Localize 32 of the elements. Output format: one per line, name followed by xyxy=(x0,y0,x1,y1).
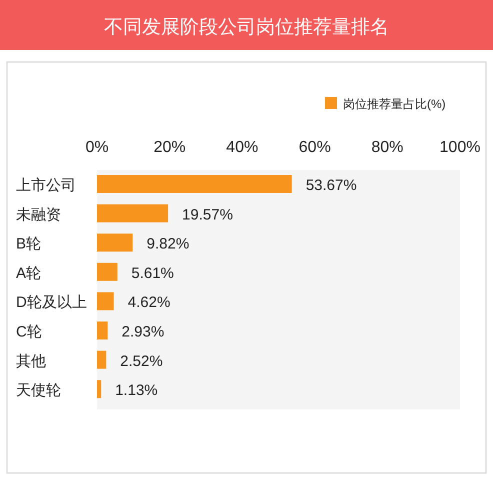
bar xyxy=(97,380,102,398)
x-tick-label: 80% xyxy=(371,139,404,156)
y-tick-label: D轮及以上 xyxy=(16,294,87,312)
x-tick-label: 60% xyxy=(298,139,331,156)
y-tick-label: 天使轮 xyxy=(16,382,61,400)
data-label: 4.62% xyxy=(128,294,170,312)
x-tick-label: 100% xyxy=(440,139,480,156)
data-label: 53.67% xyxy=(306,177,357,194)
data-label: 9.82% xyxy=(146,236,190,253)
data-label: 19.57% xyxy=(182,206,233,224)
x-tick-label: 0% xyxy=(85,139,109,156)
bar xyxy=(97,262,118,281)
legend-label: 岗位推荐量占比(%) xyxy=(343,97,446,111)
y-tick-label: C轮 xyxy=(16,324,42,340)
y-tick-label: 上市公司 xyxy=(16,177,76,194)
y-tick-label: 其他 xyxy=(16,352,46,370)
y-tick-label: 未融资 xyxy=(16,206,61,224)
bar xyxy=(97,350,106,369)
data-label: 2.52% xyxy=(120,352,163,370)
y-tick-label: A轮 xyxy=(16,264,42,282)
data-label: 1.13% xyxy=(115,382,158,400)
x-tick-label: 20% xyxy=(154,139,186,156)
chart-title: 不同发展阶段公司岗位推荐量排名 xyxy=(104,17,389,38)
bar xyxy=(97,175,292,193)
data-label: 2.93% xyxy=(122,324,164,340)
data-label: 5.61% xyxy=(131,264,174,282)
bar xyxy=(97,322,108,340)
bar xyxy=(97,204,168,222)
y-tick-label: B轮 xyxy=(16,236,42,253)
bar xyxy=(97,234,133,252)
bar xyxy=(97,292,114,310)
x-tick-label: 40% xyxy=(226,139,258,156)
